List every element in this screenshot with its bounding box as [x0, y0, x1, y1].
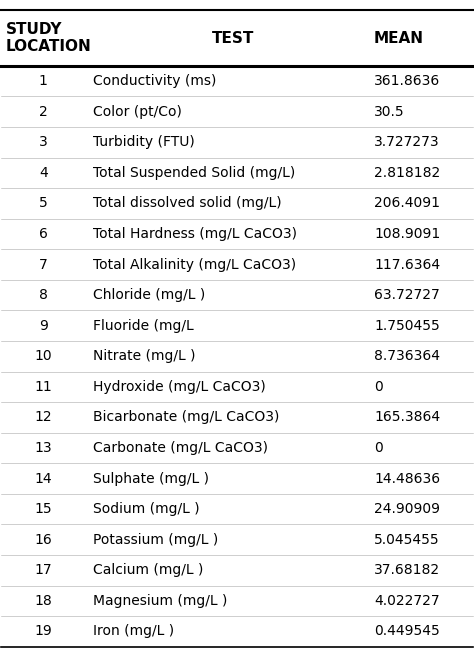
Text: 3.727273: 3.727273: [374, 135, 440, 149]
Text: 30.5: 30.5: [374, 105, 405, 118]
Text: 5: 5: [39, 196, 47, 211]
Text: 17: 17: [35, 563, 52, 577]
Text: 14: 14: [35, 472, 52, 486]
Text: Carbonate (mg/L CaCO3): Carbonate (mg/L CaCO3): [93, 441, 268, 455]
Text: Fluoride (mg/L: Fluoride (mg/L: [93, 318, 193, 333]
Text: 15: 15: [35, 502, 52, 516]
Text: 0: 0: [374, 441, 383, 455]
Text: 2.818182: 2.818182: [374, 166, 440, 180]
Text: Turbidity (FTU): Turbidity (FTU): [93, 135, 195, 149]
Text: 1: 1: [39, 74, 48, 88]
Text: 206.4091: 206.4091: [374, 196, 440, 211]
Text: 37.68182: 37.68182: [374, 563, 440, 577]
Text: 1.750455: 1.750455: [374, 318, 440, 333]
Text: Iron (mg/L ): Iron (mg/L ): [93, 625, 174, 638]
Text: Sulphate (mg/L ): Sulphate (mg/L ): [93, 472, 209, 486]
Text: 361.8636: 361.8636: [374, 74, 440, 88]
Text: 4: 4: [39, 166, 47, 180]
Text: 8: 8: [39, 288, 48, 302]
Text: 19: 19: [34, 625, 52, 638]
Text: 13: 13: [35, 441, 52, 455]
Text: 14.48636: 14.48636: [374, 472, 440, 486]
Text: 5.045455: 5.045455: [374, 533, 440, 547]
Text: 117.6364: 117.6364: [374, 258, 440, 271]
Text: Potassium (mg/L ): Potassium (mg/L ): [93, 533, 218, 547]
Text: Hydroxide (mg/L CaCO3): Hydroxide (mg/L CaCO3): [93, 380, 265, 394]
Text: Conductivity (ms): Conductivity (ms): [93, 74, 216, 88]
Text: 24.90909: 24.90909: [374, 502, 440, 516]
Text: 16: 16: [34, 533, 52, 547]
Text: 0.449545: 0.449545: [374, 625, 440, 638]
Text: Color (pt/Co): Color (pt/Co): [93, 105, 182, 118]
Text: 8.736364: 8.736364: [374, 349, 440, 363]
Text: Bicarbonate (mg/L CaCO3): Bicarbonate (mg/L CaCO3): [93, 411, 279, 424]
Text: STUDY
LOCATION: STUDY LOCATION: [5, 22, 91, 54]
Text: Total Alkalinity (mg/L CaCO3): Total Alkalinity (mg/L CaCO3): [93, 258, 296, 271]
Text: Nitrate (mg/L ): Nitrate (mg/L ): [93, 349, 195, 363]
Text: MEAN: MEAN: [374, 31, 424, 46]
Text: Total Suspended Solid (mg/L): Total Suspended Solid (mg/L): [93, 166, 295, 180]
Text: 3: 3: [39, 135, 47, 149]
Text: 10: 10: [35, 349, 52, 363]
Text: 11: 11: [34, 380, 52, 394]
Text: Magnesium (mg/L ): Magnesium (mg/L ): [93, 594, 227, 608]
Text: 63.72727: 63.72727: [374, 288, 440, 302]
Text: 108.9091: 108.9091: [374, 227, 440, 241]
Text: TEST: TEST: [212, 31, 255, 46]
Text: Total dissolved solid (mg/L): Total dissolved solid (mg/L): [93, 196, 282, 211]
Text: 7: 7: [39, 258, 47, 271]
Text: 12: 12: [35, 411, 52, 424]
Text: Calcium (mg/L ): Calcium (mg/L ): [93, 563, 203, 577]
Text: 2: 2: [39, 105, 47, 118]
Text: 18: 18: [34, 594, 52, 608]
Text: Total Hardness (mg/L CaCO3): Total Hardness (mg/L CaCO3): [93, 227, 297, 241]
Text: 6: 6: [39, 227, 48, 241]
Text: Sodium (mg/L ): Sodium (mg/L ): [93, 502, 200, 516]
Text: 165.3864: 165.3864: [374, 411, 440, 424]
Text: 4.022727: 4.022727: [374, 594, 440, 608]
Text: 9: 9: [39, 318, 48, 333]
Text: 0: 0: [374, 380, 383, 394]
Text: Chloride (mg/L ): Chloride (mg/L ): [93, 288, 205, 302]
